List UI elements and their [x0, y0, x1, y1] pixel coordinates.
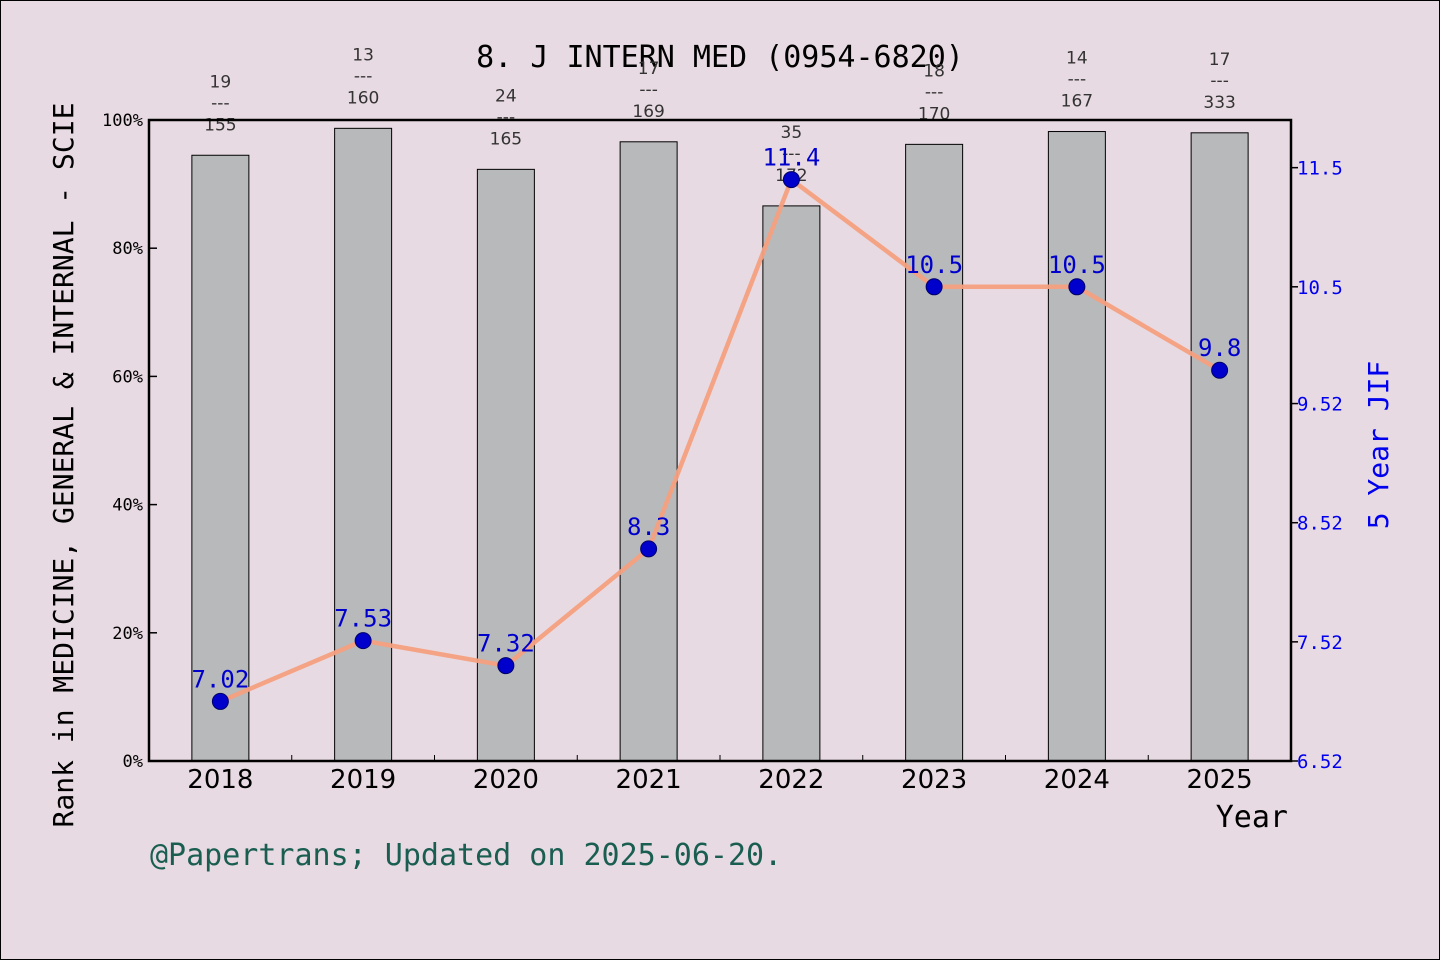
bar-2022	[762, 205, 821, 762]
right-tick-label: 11.5	[1297, 158, 1343, 180]
left-tick-label: 0%	[123, 752, 143, 772]
right-axis-ticks: 6.52 7.52 8.52 9.52 10.5 11.5	[1291, 158, 1343, 773]
x-tick-label-2025: 2025	[1187, 765, 1253, 795]
right-tick-label: 9.52	[1297, 394, 1343, 416]
left-tick-label: 20%	[112, 624, 143, 644]
rank-divider-2022: ---	[782, 144, 800, 164]
left-axis-ticks: 0% 20% 40% 60% 80% 100%	[102, 111, 157, 772]
total-label-2019: 160	[347, 88, 379, 108]
rank-divider-2020: ---	[497, 107, 515, 127]
x-tick-label-2024: 2024	[1044, 765, 1110, 795]
total-label-2021: 169	[632, 102, 664, 122]
total-label-2023: 170	[918, 104, 950, 124]
jif-point-2025	[1211, 361, 1229, 379]
x-tick-label-2021: 2021	[616, 765, 682, 795]
jif-point-2023	[925, 278, 943, 296]
rank-label-2020: 24	[495, 86, 517, 106]
total-label-2025: 333	[1203, 93, 1235, 113]
rank-label-2024: 14	[1066, 49, 1088, 69]
footer-credit: @Papertrans; Updated on 2025-06-20.	[150, 838, 782, 873]
jif-point-2022	[782, 171, 800, 189]
left-tick-label: 40%	[112, 496, 143, 516]
jif-value-label-2019: 7.53	[334, 605, 392, 633]
rank-label-2018: 19	[210, 72, 232, 92]
right-tick-label: 6.52	[1297, 751, 1343, 773]
rank-label-2022: 35	[781, 123, 803, 143]
rank-divider-2021: ---	[639, 80, 657, 100]
y-axis-right-label: 5 Year JIF	[1362, 361, 1395, 530]
jif-value-label-2018: 7.02	[191, 665, 249, 693]
rank-label-2019: 13	[352, 45, 374, 65]
x-axis-label: Year	[1216, 800, 1288, 835]
bar-2023	[905, 143, 964, 762]
x-axis-ticks: 2018 2019 2020 2021 2022 2023 2024 2025	[187, 755, 1253, 795]
jif-value-label-2025: 9.8	[1198, 334, 1241, 362]
jif-point-2024	[1068, 278, 1086, 296]
bar-2025	[1190, 132, 1249, 762]
total-label-2020: 165	[490, 129, 522, 149]
bar-2019	[334, 127, 393, 762]
right-tick-label: 10.5	[1297, 277, 1343, 299]
chart-title: 8. J INTERN MED (0954-6820)	[476, 40, 964, 75]
left-tick-label: 100%	[102, 111, 143, 131]
rank-label-2021: 17	[638, 59, 660, 79]
rank-divider-2019: ---	[354, 66, 372, 86]
jif-point-2019	[354, 632, 372, 650]
rank-divider-2018: ---	[211, 93, 229, 113]
bar-2024	[1047, 131, 1106, 762]
x-tick-label-2019: 2019	[330, 765, 396, 795]
plot-area-border	[147, 118, 1293, 763]
jif-value-label-2022: 11.4	[762, 144, 820, 172]
jif-point-2018	[211, 692, 229, 710]
bar-2018	[191, 154, 250, 762]
x-tick-label-2018: 2018	[187, 765, 253, 795]
y-axis-left-label: Rank in MEDICINE, GENERAL & INTERNAL - S…	[47, 103, 80, 828]
left-tick-label: 60%	[112, 367, 143, 387]
total-label-2024: 167	[1061, 92, 1093, 112]
jif-point-2020	[497, 657, 515, 675]
jif-value-label-2021: 8.3	[627, 513, 670, 541]
jif-line	[219, 177, 1221, 704]
jif-value-label-2020: 7.32	[477, 630, 535, 658]
bar-series: 19---15513---16024---16517---16935---172…	[191, 45, 1249, 762]
rank-divider-2025: ---	[1210, 71, 1228, 91]
right-tick-label: 8.52	[1297, 513, 1343, 535]
jif-point-2021	[640, 540, 658, 558]
jif-value-label-2024: 10.5	[1048, 251, 1106, 279]
total-label-2018: 155	[204, 115, 236, 135]
x-tick-label-2022: 2022	[758, 765, 824, 795]
rank-divider-2023: ---	[925, 82, 943, 102]
x-tick-label-2023: 2023	[901, 765, 967, 795]
jif-value-label-2023: 10.5	[905, 251, 963, 279]
x-tick-label-2020: 2020	[473, 765, 539, 795]
left-tick-label: 80%	[112, 239, 143, 259]
rank-divider-2024: ---	[1068, 70, 1086, 90]
rank-label-2025: 17	[1209, 50, 1231, 70]
jif-line-series: 7.02 7.53 7.32 8.3 11.4 10.5 10.5 9.8	[191, 144, 1241, 710]
rank-label-2023: 18	[923, 61, 945, 81]
bar-2021	[619, 141, 678, 762]
right-tick-label: 7.52	[1297, 632, 1343, 654]
